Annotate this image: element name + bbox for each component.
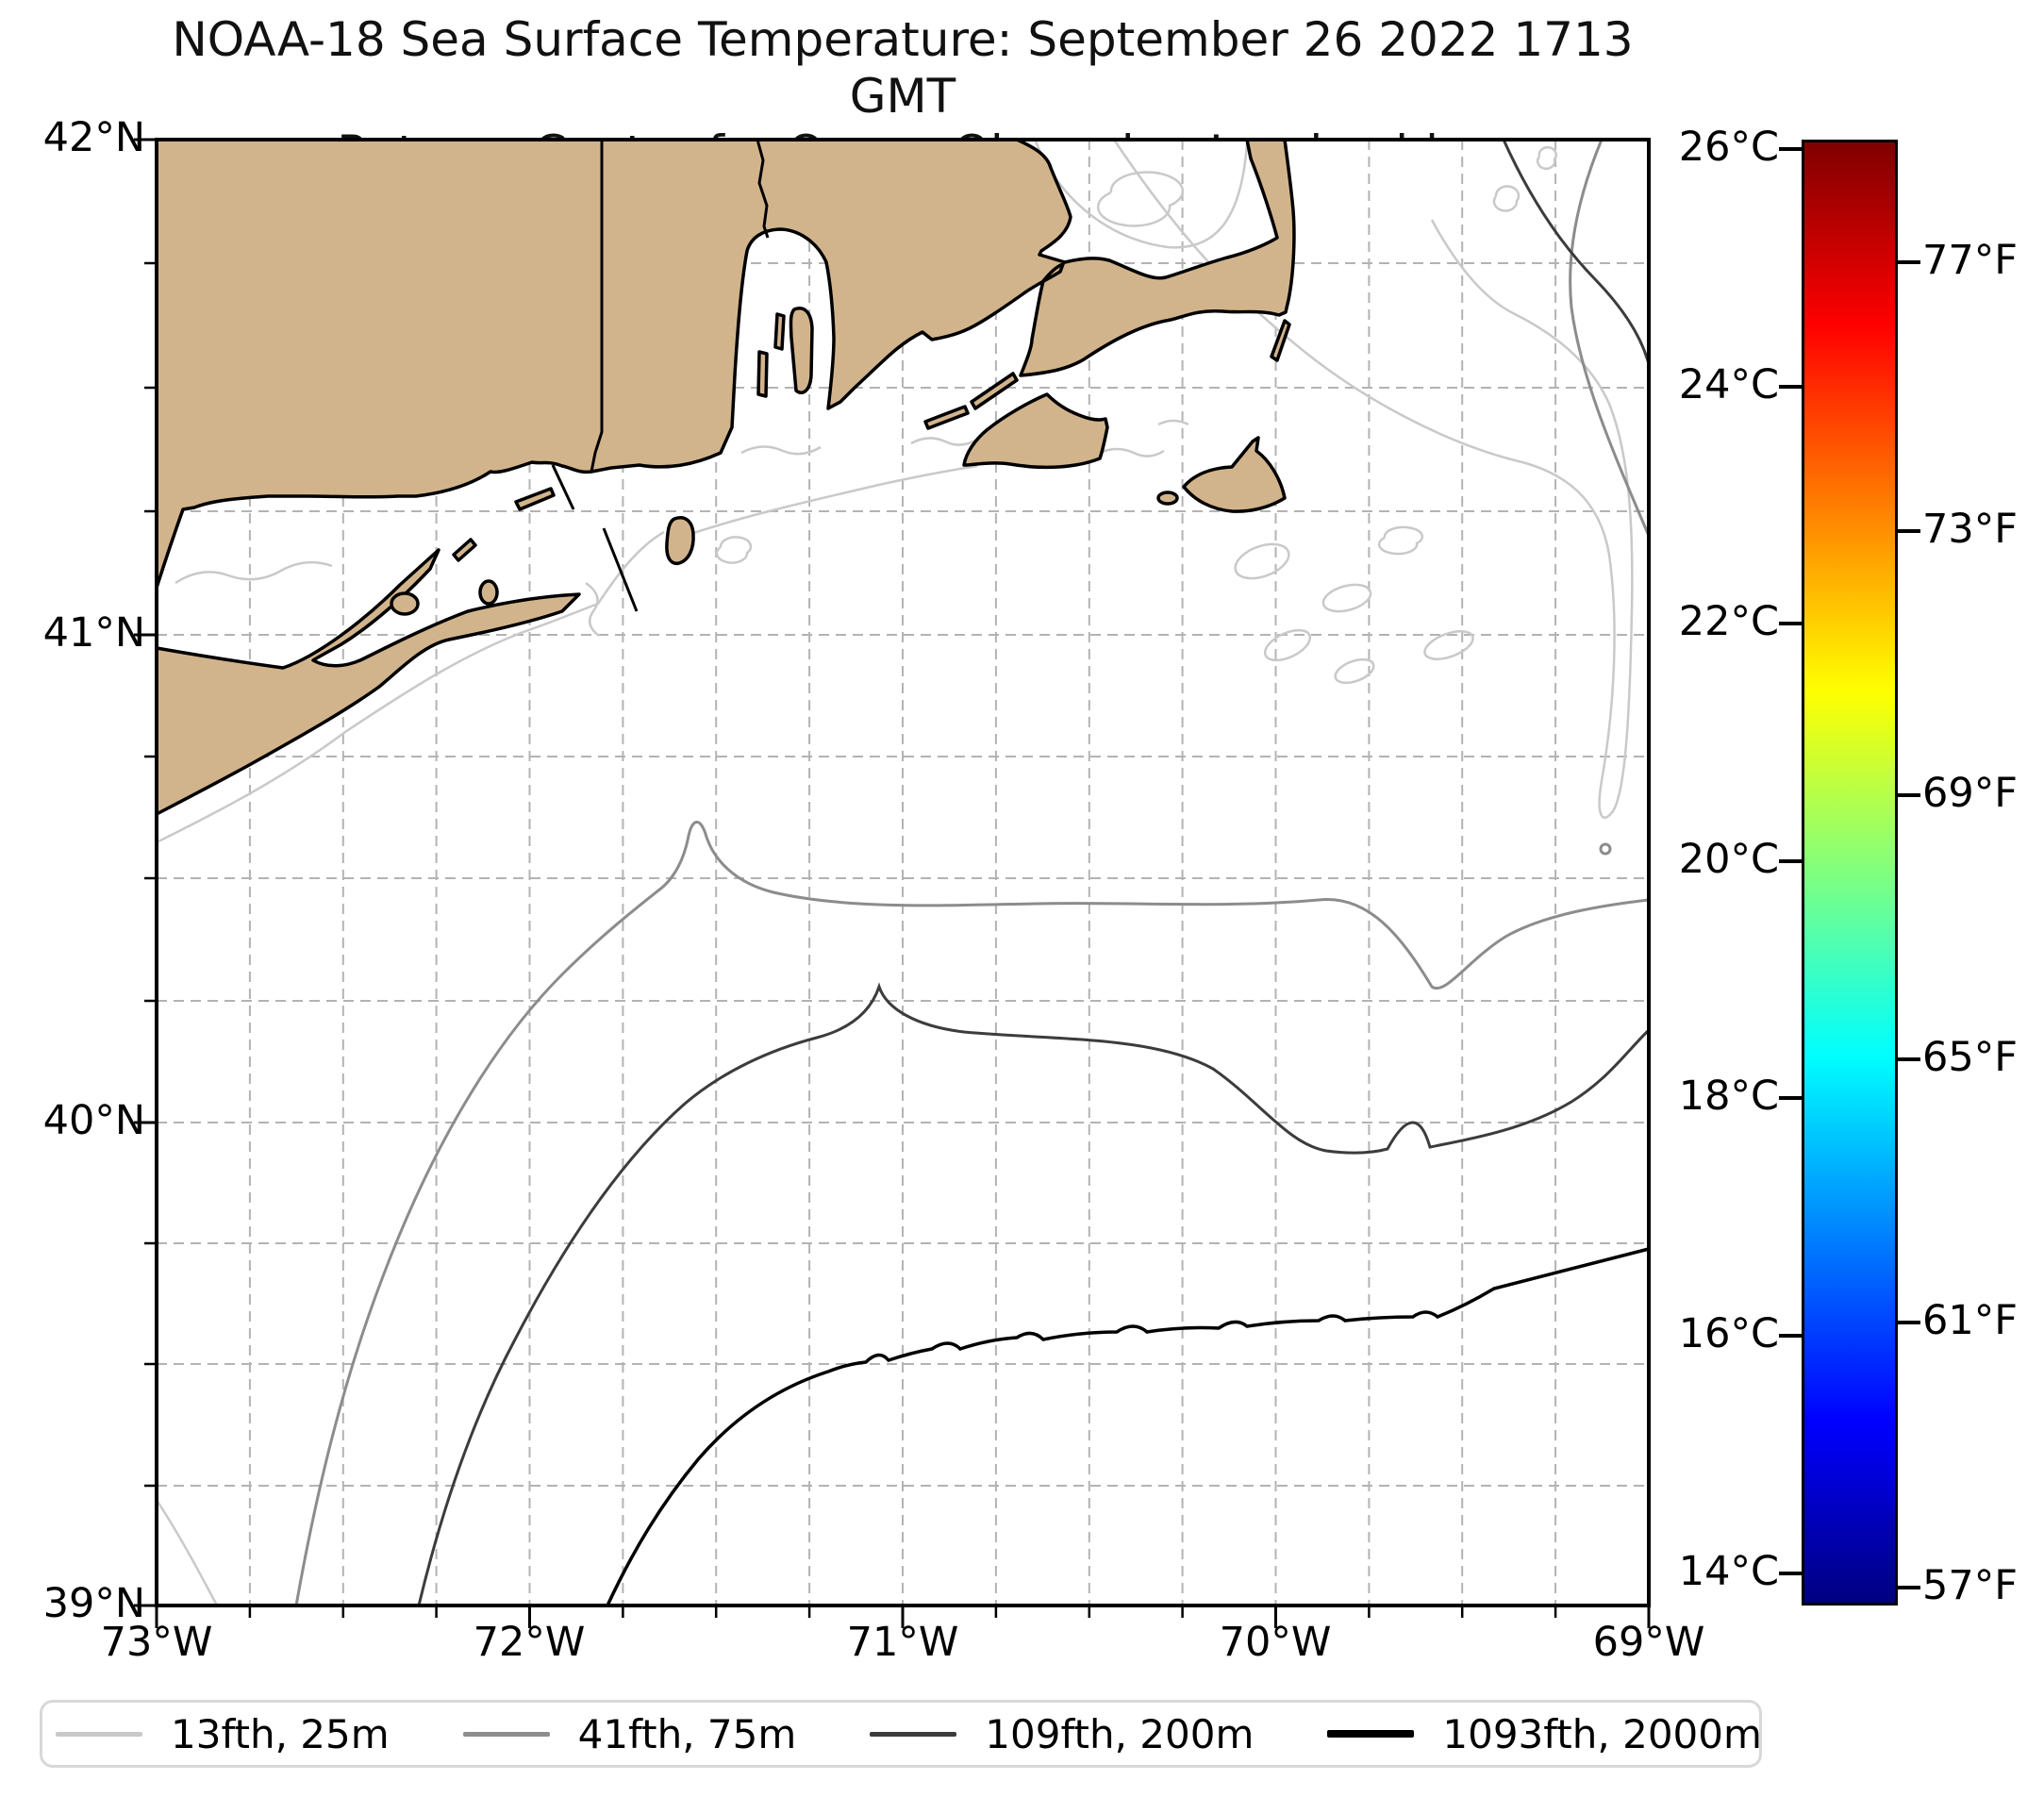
land-block-island — [665, 516, 695, 566]
cbar-tick-77f — [1898, 260, 1920, 264]
lon-tick-72w: 72°W — [473, 1619, 586, 1666]
sst-colorbar — [1802, 140, 1898, 1606]
cbar-tick-65f — [1898, 1057, 1920, 1061]
contour-109fth-200m — [417, 139, 1651, 1606]
lon-tick-71w: 71°W — [846, 1619, 959, 1666]
legend-line-41fth-icon — [462, 1731, 550, 1737]
land-aquidneck-island — [789, 307, 814, 395]
cbar-label-18c: 18°C — [1678, 1073, 1779, 1120]
lat-tick-42n: 42°N — [42, 114, 145, 161]
legend-label-13fth: 13fth, 25m — [171, 1710, 390, 1757]
cbar-label-73f: 73°F — [1922, 506, 2018, 553]
lat-tick-40n: 40°N — [42, 1097, 145, 1144]
cbar-tick-73f — [1898, 529, 1920, 533]
legend-item-41fth: 41fth, 75m — [462, 1710, 797, 1757]
depth-contour-legend: 13fth, 25m 41fth, 75m 109fth, 200m 1093f… — [40, 1700, 1762, 1768]
legend-line-109fth-icon — [870, 1731, 957, 1737]
land-nantucket — [1182, 436, 1287, 513]
cbar-tick-26c — [1779, 147, 1802, 151]
legend-item-109fth: 109fth, 200m — [870, 1711, 1254, 1757]
border-marine-line — [602, 527, 639, 612]
land-marthas-vineyard — [962, 392, 1109, 470]
legend-line-13fth-icon — [56, 1731, 142, 1737]
cbar-label-20c: 20°C — [1678, 836, 1779, 883]
legend-item-13fth: 13fth, 25m — [56, 1711, 390, 1757]
cbar-tick-16c — [1779, 1334, 1802, 1338]
border-ri-ma — [756, 139, 770, 239]
cbar-tick-22c — [1779, 622, 1802, 625]
land-prudence-island — [773, 312, 786, 351]
cbar-tick-14c — [1779, 1572, 1802, 1575]
cbar-label-16c: 16°C — [1678, 1310, 1779, 1357]
map-plot — [134, 138, 1651, 1628]
cbar-label-57f: 57°F — [1922, 1562, 2018, 1609]
state-boundaries — [551, 139, 770, 612]
cbar-tick-69f — [1898, 793, 1920, 797]
title-line-1: NOAA-18 Sea Surface Temperature: Septemb… — [172, 12, 1634, 124]
cbar-tick-20c — [1779, 859, 1802, 863]
cbar-tick-24c — [1779, 385, 1802, 389]
lon-tick-70w: 70°W — [1219, 1619, 1332, 1666]
lon-tick-69w: 69°W — [1592, 1619, 1705, 1666]
map-border — [155, 138, 1651, 1607]
cbar-tick-61f — [1898, 1321, 1920, 1324]
land-long-island — [155, 548, 581, 816]
land-monomoy-island — [1270, 319, 1291, 362]
land-elizabeth-islands — [923, 372, 1019, 430]
cbar-tick-18c — [1779, 1096, 1802, 1100]
legend-label-109fth: 109fth, 200m — [985, 1710, 1255, 1757]
legend-label-41fth: 41fth, 75m — [577, 1710, 797, 1757]
cbar-label-24c: 24°C — [1678, 361, 1779, 408]
land-fishers-island — [514, 487, 556, 511]
cbar-label-26c: 26°C — [1678, 124, 1779, 171]
contour-1093fth-2000m — [606, 1247, 1650, 1606]
land-shelter-island — [390, 591, 420, 616]
cbar-label-14c: 14°C — [1678, 1548, 1779, 1595]
land-mainland — [155, 138, 1296, 590]
cbar-label-61f: 61°F — [1922, 1297, 2018, 1344]
border-mystic-stub — [551, 464, 575, 510]
land-tuckernuck-island — [1156, 491, 1179, 506]
contour-41fth-75m — [294, 139, 1651, 1606]
cbar-label-69f: 69°F — [1922, 770, 2018, 817]
land-conanicut-island — [756, 350, 769, 398]
cbar-label-22c: 22°C — [1678, 598, 1779, 645]
land-plum-island — [452, 538, 477, 562]
axis-ticks — [134, 138, 1651, 1628]
land-gardiners-island — [478, 579, 499, 606]
lat-tick-41n: 41°N — [42, 609, 145, 657]
cbar-tick-57f — [1898, 1586, 1920, 1589]
lon-tick-73w: 73°W — [100, 1619, 213, 1666]
lat-tick-39n: 39°N — [42, 1580, 145, 1627]
cbar-label-77f: 77°F — [1922, 237, 2018, 284]
legend-line-1093fth-icon — [1327, 1730, 1415, 1738]
cbar-label-65f: 65°F — [1922, 1034, 2018, 1081]
border-ct-ri — [590, 140, 604, 473]
legend-item-1093fth: 1093fth, 2000m — [1327, 1711, 1762, 1757]
graticule-grid — [157, 140, 1649, 1606]
legend-label-1093fth: 1093fth, 2000m — [1442, 1710, 1762, 1757]
land-masses — [155, 138, 1296, 816]
